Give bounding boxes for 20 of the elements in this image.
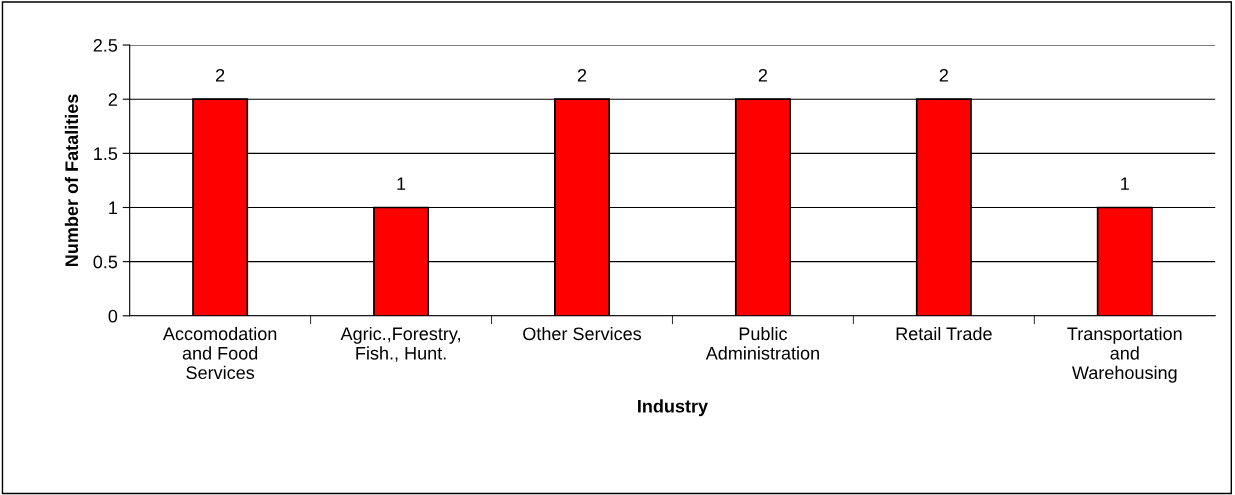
- x-tick-label: Public Administration: [705, 326, 819, 360]
- data-label: 2: [758, 68, 768, 82]
- data-label: 2: [939, 68, 948, 82]
- y-tick-label: 1: [109, 201, 117, 215]
- y-tick-label: 2.5: [93, 38, 118, 52]
- data-label: 1: [397, 177, 406, 190]
- x-tick-label: Retail Trade: [896, 326, 992, 341]
- x-tick-label: Other Services: [523, 326, 642, 341]
- y-tick-label: 2: [108, 93, 117, 106]
- data-label: 1: [1121, 177, 1129, 190]
- x-axis-title: Industry: [638, 399, 708, 417]
- y-tick-label: 0.5: [93, 255, 118, 269]
- data-label: 2: [216, 68, 225, 82]
- x-tick-label: Accomodation and Food Services: [162, 326, 277, 380]
- y-tick-label: 1.5: [94, 147, 118, 161]
- data-label: 2: [577, 68, 587, 82]
- y-tick-label: 0: [108, 309, 118, 323]
- x-tick-label: Agric.,Forestry, Fish., Hunt.: [340, 326, 460, 362]
- y-axis-title: Number of Fatalities: [64, 94, 79, 266]
- x-tick-label: Transportation and Warehousing: [1067, 326, 1182, 383]
